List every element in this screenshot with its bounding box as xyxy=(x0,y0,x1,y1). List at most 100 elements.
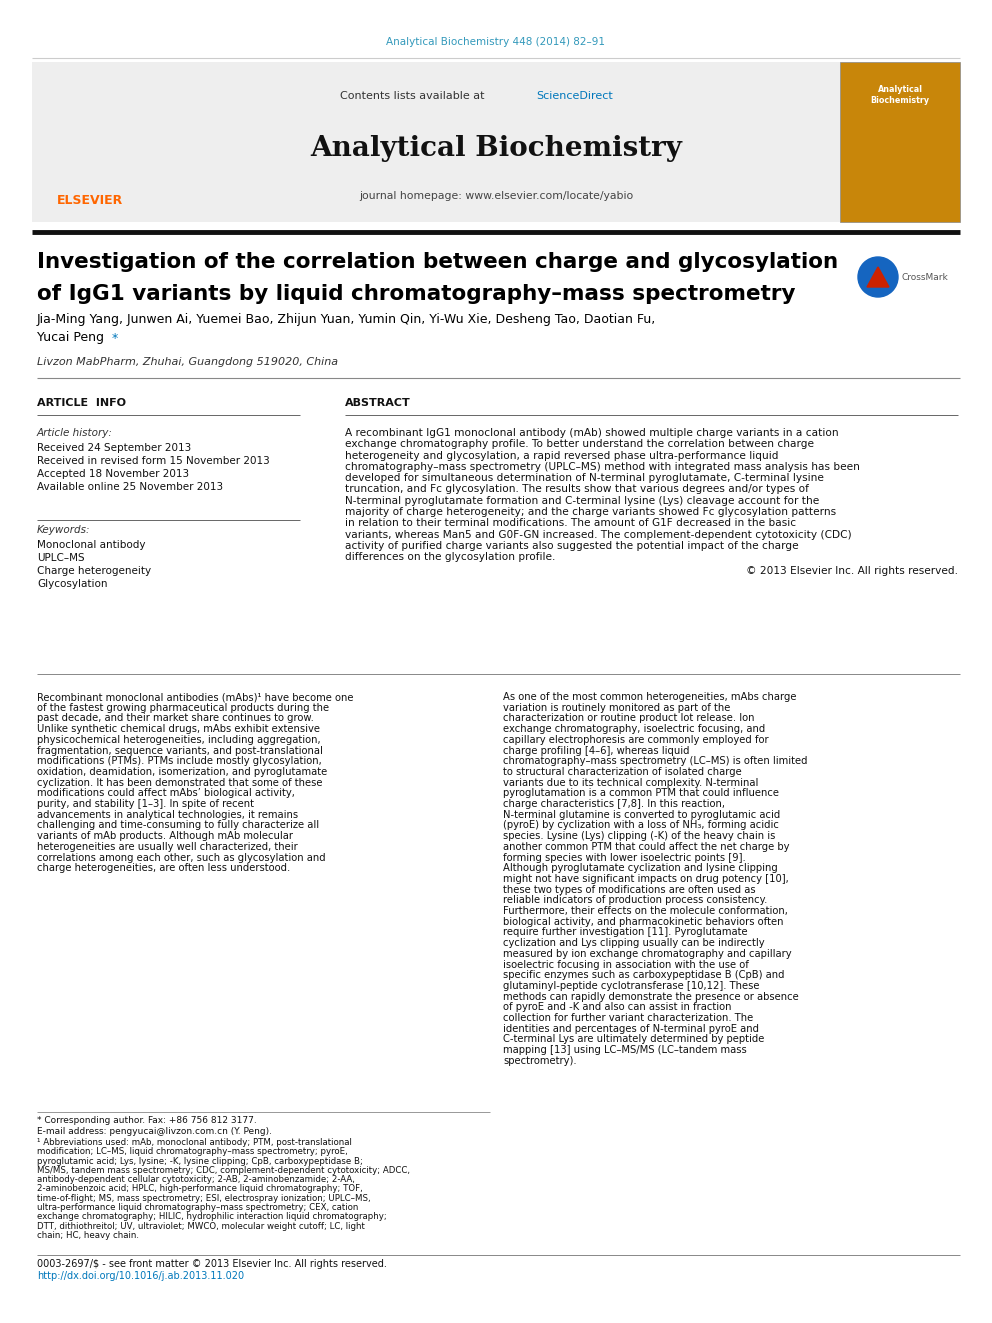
Text: charge characteristics [7,8]. In this reaction,: charge characteristics [7,8]. In this re… xyxy=(503,799,725,808)
Text: advancements in analytical technologies, it remains: advancements in analytical technologies,… xyxy=(37,810,299,820)
Text: another common PTM that could affect the net charge by: another common PTM that could affect the… xyxy=(503,841,790,852)
Text: these two types of modifications are often used as: these two types of modifications are oft… xyxy=(503,885,756,894)
Text: purity, and stability [1–3]. In spite of recent: purity, and stability [1–3]. In spite of… xyxy=(37,799,254,808)
Text: Recombinant monoclonal antibodies (mAbs)¹ have become one: Recombinant monoclonal antibodies (mAbs)… xyxy=(37,692,353,703)
Text: of pyroE and -K and also can assist in fraction: of pyroE and -K and also can assist in f… xyxy=(503,1003,731,1012)
Text: pyroglutamic acid; Lys, lysine; -K, lysine clipping; CpB, carboxypeptidase B;: pyroglutamic acid; Lys, lysine; -K, lysi… xyxy=(37,1156,363,1166)
Text: http://dx.doi.org/10.1016/j.ab.2013.11.020: http://dx.doi.org/10.1016/j.ab.2013.11.0… xyxy=(37,1271,244,1281)
Text: N-terminal pyroglutamate formation and C-terminal lysine (Lys) cleavage account : N-terminal pyroglutamate formation and C… xyxy=(345,496,819,505)
Text: majority of charge heterogeneity; and the charge variants showed Fc glycosylatio: majority of charge heterogeneity; and th… xyxy=(345,507,836,517)
Text: *: * xyxy=(108,332,118,344)
Text: Jia-Ming Yang, Junwen Ai, Yuemei Bao, Zhijun Yuan, Yumin Qin, Yi-Wu Xie, Desheng: Jia-Ming Yang, Junwen Ai, Yuemei Bao, Zh… xyxy=(37,314,657,327)
Text: exchange chromatography profile. To better understand the correlation between ch: exchange chromatography profile. To bett… xyxy=(345,439,814,450)
Text: activity of purified charge variants also suggested the potential impact of the : activity of purified charge variants als… xyxy=(345,541,799,550)
Text: reliable indicators of production process consistency.: reliable indicators of production proces… xyxy=(503,896,768,905)
Text: of the fastest growing pharmaceutical products during the: of the fastest growing pharmaceutical pr… xyxy=(37,703,329,713)
Text: physicochemical heterogeneities, including aggregation,: physicochemical heterogeneities, includi… xyxy=(37,734,320,745)
Text: variants due to its technical complexity. N-terminal: variants due to its technical complexity… xyxy=(503,778,758,787)
Text: glutaminyl-peptide cyclotransferase [10,12]. These: glutaminyl-peptide cyclotransferase [10,… xyxy=(503,980,760,991)
Text: UPLC–MS: UPLC–MS xyxy=(37,553,84,564)
Text: journal homepage: www.elsevier.com/locate/yabio: journal homepage: www.elsevier.com/locat… xyxy=(359,191,633,201)
Text: spectrometry).: spectrometry). xyxy=(503,1056,576,1066)
Text: ultra-performance liquid chromatography–mass spectrometry; CEX, cation: ultra-performance liquid chromatography–… xyxy=(37,1203,358,1212)
Text: biological activity, and pharmacokinetic behaviors often: biological activity, and pharmacokinetic… xyxy=(503,917,784,926)
Text: fragmentation, sequence variants, and post-translational: fragmentation, sequence variants, and po… xyxy=(37,745,322,755)
Text: developed for simultaneous determination of N-terminal pyroglutamate, C-terminal: developed for simultaneous determination… xyxy=(345,474,824,483)
Text: Keywords:: Keywords: xyxy=(37,525,90,534)
Text: forming species with lower isoelectric points [9].: forming species with lower isoelectric p… xyxy=(503,852,746,863)
Text: variation is routinely monitored as part of the: variation is routinely monitored as part… xyxy=(503,703,730,713)
Text: variants, whereas Man5 and G0F-GN increased. The complement-dependent cytotoxici: variants, whereas Man5 and G0F-GN increa… xyxy=(345,529,851,540)
Text: heterogeneities are usually well characterized, their: heterogeneities are usually well charact… xyxy=(37,841,298,852)
Text: to structural characterization of isolated charge: to structural characterization of isolat… xyxy=(503,767,742,777)
Text: Monoclonal antibody: Monoclonal antibody xyxy=(37,540,146,550)
Text: variants of mAb products. Although mAb molecular: variants of mAb products. Although mAb m… xyxy=(37,831,293,841)
Text: C-terminal Lys are ultimately determined by peptide: C-terminal Lys are ultimately determined… xyxy=(503,1035,765,1044)
Text: exchange chromatography; HILIC, hydrophilic interaction liquid chromatography;: exchange chromatography; HILIC, hydrophi… xyxy=(37,1212,387,1221)
Text: isoelectric focusing in association with the use of: isoelectric focusing in association with… xyxy=(503,959,749,970)
FancyBboxPatch shape xyxy=(32,62,840,222)
Text: capillary electrophoresis are commonly employed for: capillary electrophoresis are commonly e… xyxy=(503,734,769,745)
Text: N-terminal glutamine is converted to pyroglutamic acid: N-terminal glutamine is converted to pyr… xyxy=(503,810,781,820)
Text: Charge heterogeneity: Charge heterogeneity xyxy=(37,566,151,576)
Text: cyclization. It has been demonstrated that some of these: cyclization. It has been demonstrated th… xyxy=(37,778,322,787)
Text: antibody-dependent cellular cytotoxicity; 2-AB, 2-aminobenzamide; 2-AA,: antibody-dependent cellular cytotoxicity… xyxy=(37,1175,355,1184)
Text: Livzon MabPharm, Zhuhai, Guangdong 519020, China: Livzon MabPharm, Zhuhai, Guangdong 51902… xyxy=(37,357,338,366)
Text: modifications (PTMs). PTMs include mostly glycosylation,: modifications (PTMs). PTMs include mostl… xyxy=(37,757,321,766)
Text: in relation to their terminal modifications. The amount of G1F decreased in the : in relation to their terminal modificati… xyxy=(345,519,797,528)
Text: collection for further variant characterization. The: collection for further variant character… xyxy=(503,1013,753,1023)
Text: ABSTRACT: ABSTRACT xyxy=(345,398,411,407)
Text: past decade, and their market share continues to grow.: past decade, and their market share cont… xyxy=(37,713,313,724)
Text: Article history:: Article history: xyxy=(37,429,113,438)
Text: measured by ion exchange chromatography and capillary: measured by ion exchange chromatography … xyxy=(503,949,792,959)
Text: truncation, and Fc glycosylation. The results show that various degrees and/or t: truncation, and Fc glycosylation. The re… xyxy=(345,484,808,495)
Text: Received 24 September 2013: Received 24 September 2013 xyxy=(37,443,191,452)
Text: pyroglutamation is a common PTM that could influence: pyroglutamation is a common PTM that cou… xyxy=(503,789,779,798)
Text: MS/MS, tandem mass spectrometry; CDC, complement-dependent cytotoxicity; ADCC,: MS/MS, tandem mass spectrometry; CDC, co… xyxy=(37,1166,410,1175)
Text: chromatography–mass spectrometry (UPLC–MS) method with integrated mass analysis : chromatography–mass spectrometry (UPLC–M… xyxy=(345,462,860,472)
Text: cyclization and Lys clipping usually can be indirectly: cyclization and Lys clipping usually can… xyxy=(503,938,765,949)
Text: Analytical Biochemistry 448 (2014) 82–91: Analytical Biochemistry 448 (2014) 82–91 xyxy=(387,37,605,48)
Text: heterogeneity and glycosylation, a rapid reversed phase ultra-performance liquid: heterogeneity and glycosylation, a rapid… xyxy=(345,451,779,460)
Text: E-mail address: pengyucai@livzon.com.cn (Y. Peng).: E-mail address: pengyucai@livzon.com.cn … xyxy=(37,1127,272,1136)
Text: Investigation of the correlation between charge and glycosylation: Investigation of the correlation between… xyxy=(37,251,838,273)
Text: correlations among each other, such as glycosylation and: correlations among each other, such as g… xyxy=(37,852,325,863)
Text: differences on the glycosylation profile.: differences on the glycosylation profile… xyxy=(345,552,556,562)
Text: Received in revised form 15 November 2013: Received in revised form 15 November 201… xyxy=(37,456,270,466)
Text: CrossMark: CrossMark xyxy=(902,273,948,282)
Text: require further investigation [11]. Pyroglutamate: require further investigation [11]. Pyro… xyxy=(503,927,748,938)
Text: of IgG1 variants by liquid chromatography–mass spectrometry: of IgG1 variants by liquid chromatograph… xyxy=(37,284,796,304)
Text: might not have significant impacts on drug potency [10],: might not have significant impacts on dr… xyxy=(503,875,789,884)
Text: Available online 25 November 2013: Available online 25 November 2013 xyxy=(37,482,223,492)
Text: Accepted 18 November 2013: Accepted 18 November 2013 xyxy=(37,468,189,479)
Text: oxidation, deamidation, isomerization, and pyroglutamate: oxidation, deamidation, isomerization, a… xyxy=(37,767,327,777)
Text: Analytical Biochemistry: Analytical Biochemistry xyxy=(310,135,682,161)
Text: Contents lists available at: Contents lists available at xyxy=(340,91,488,101)
Text: specific enzymes such as carboxypeptidase B (CpB) and: specific enzymes such as carboxypeptidas… xyxy=(503,970,785,980)
Text: 2-aminobenzoic acid; HPLC, high-performance liquid chromatography; TOF,: 2-aminobenzoic acid; HPLC, high-performa… xyxy=(37,1184,363,1193)
Text: As one of the most common heterogeneities, mAbs charge: As one of the most common heterogeneitie… xyxy=(503,692,797,703)
Text: ScienceDirect: ScienceDirect xyxy=(536,91,613,101)
Text: chain; HC, heavy chain.: chain; HC, heavy chain. xyxy=(37,1230,139,1240)
Text: Unlike synthetic chemical drugs, mAbs exhibit extensive: Unlike synthetic chemical drugs, mAbs ex… xyxy=(37,724,320,734)
Text: (pyroE) by cyclization with a loss of NH₃, forming acidic: (pyroE) by cyclization with a loss of NH… xyxy=(503,820,779,831)
Text: chromatography–mass spectrometry (LC–MS) is often limited: chromatography–mass spectrometry (LC–MS)… xyxy=(503,757,807,766)
Text: modification; LC–MS, liquid chromatography–mass spectrometry; pyroE,: modification; LC–MS, liquid chromatograp… xyxy=(37,1147,348,1156)
Text: Although pyroglutamate cyclization and lysine clipping: Although pyroglutamate cyclization and l… xyxy=(503,863,778,873)
Text: characterization or routine product lot release. Ion: characterization or routine product lot … xyxy=(503,713,755,724)
Text: ¹ Abbreviations used: mAb, monoclonal antibody; PTM, post-translational: ¹ Abbreviations used: mAb, monoclonal an… xyxy=(37,1138,352,1147)
Text: modifications could affect mAbs’ biological activity,: modifications could affect mAbs’ biologi… xyxy=(37,789,295,798)
FancyBboxPatch shape xyxy=(840,62,960,222)
Text: challenging and time-consuming to fully characterize all: challenging and time-consuming to fully … xyxy=(37,820,319,831)
Text: DTT, dithiothreitol; UV, ultraviolet; MWCO, molecular weight cutoff; LC, light: DTT, dithiothreitol; UV, ultraviolet; MW… xyxy=(37,1221,365,1230)
Text: identities and percentages of N-terminal pyroE and: identities and percentages of N-terminal… xyxy=(503,1024,759,1033)
Text: species. Lysine (Lys) clipping (-K) of the heavy chain is: species. Lysine (Lys) clipping (-K) of t… xyxy=(503,831,776,841)
Text: time-of-flight; MS, mass spectrometry; ESI, electrospray ionization; UPLC–MS,: time-of-flight; MS, mass spectrometry; E… xyxy=(37,1193,371,1203)
Text: exchange chromatography, isoelectric focusing, and: exchange chromatography, isoelectric foc… xyxy=(503,724,765,734)
Text: Analytical
Biochemistry: Analytical Biochemistry xyxy=(870,85,930,105)
Circle shape xyxy=(858,257,898,296)
Text: Yucai Peng: Yucai Peng xyxy=(37,332,104,344)
Text: mapping [13] using LC–MS/MS (LC–tandem mass: mapping [13] using LC–MS/MS (LC–tandem m… xyxy=(503,1045,747,1056)
Text: Furthermore, their effects on the molecule conformation,: Furthermore, their effects on the molecu… xyxy=(503,906,788,916)
Text: 0003-2697/$ - see front matter © 2013 Elsevier Inc. All rights reserved.: 0003-2697/$ - see front matter © 2013 El… xyxy=(37,1259,387,1269)
